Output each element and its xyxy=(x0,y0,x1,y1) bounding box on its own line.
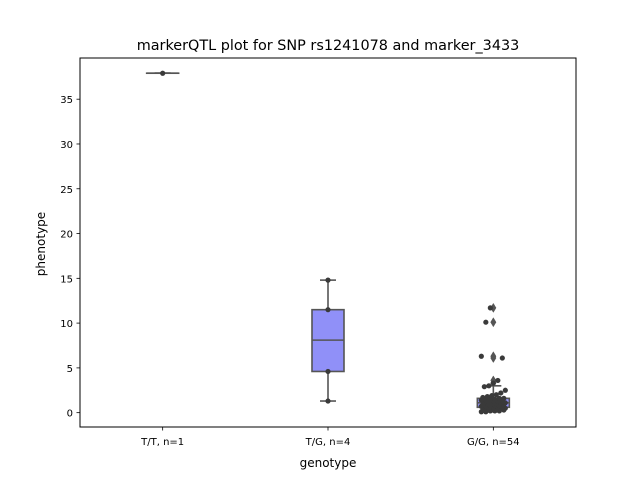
outlier-marker xyxy=(490,351,497,362)
data-point xyxy=(498,390,504,396)
plot-frame xyxy=(79,57,577,428)
x-axis: T/T, n=1 T/G, n=4 G/G, n=54 xyxy=(140,427,520,448)
x-tick-label: G/G, n=54 xyxy=(467,437,520,448)
data-point xyxy=(499,355,505,361)
data-point xyxy=(502,387,508,393)
data-point xyxy=(486,383,492,389)
data-point xyxy=(325,398,331,404)
data-point xyxy=(496,395,502,401)
chart-title: markerQTL plot for SNP rs1241078 and mar… xyxy=(137,38,520,54)
data-point xyxy=(325,368,331,375)
y-axis-label: phenotype xyxy=(34,212,48,276)
y-tick-label: 10 xyxy=(60,319,73,330)
y-tick-label: 30 xyxy=(60,140,73,151)
data-point xyxy=(481,384,487,390)
data-point xyxy=(484,393,490,400)
outlier-marker xyxy=(490,317,497,328)
data-point xyxy=(495,377,501,384)
y-tick-label: 5 xyxy=(67,364,73,375)
data-point xyxy=(480,394,486,401)
y-tick-label: 20 xyxy=(60,230,73,241)
y-tick-label: 15 xyxy=(60,274,73,285)
data-point xyxy=(489,393,495,399)
y-tick-label: 25 xyxy=(60,185,73,196)
y-tick-label: 0 xyxy=(67,409,73,420)
data-point xyxy=(483,319,489,325)
y-axis: 0 5 10 15 20 25 30 35 xyxy=(60,95,80,420)
y-tick-label: 35 xyxy=(60,95,73,106)
data-point xyxy=(501,395,507,401)
point-series xyxy=(160,70,508,415)
x-axis-label: genotype xyxy=(300,456,357,470)
data-point xyxy=(325,277,331,283)
data-point xyxy=(493,392,499,398)
data-point xyxy=(160,70,166,76)
x-tick-label: T/T, n=1 xyxy=(140,437,184,448)
data-point xyxy=(492,396,498,402)
x-tick-label: T/G, n=4 xyxy=(305,437,351,448)
data-point xyxy=(325,307,331,313)
data-point xyxy=(478,353,484,359)
data-point xyxy=(487,305,493,311)
data-point xyxy=(490,380,496,386)
